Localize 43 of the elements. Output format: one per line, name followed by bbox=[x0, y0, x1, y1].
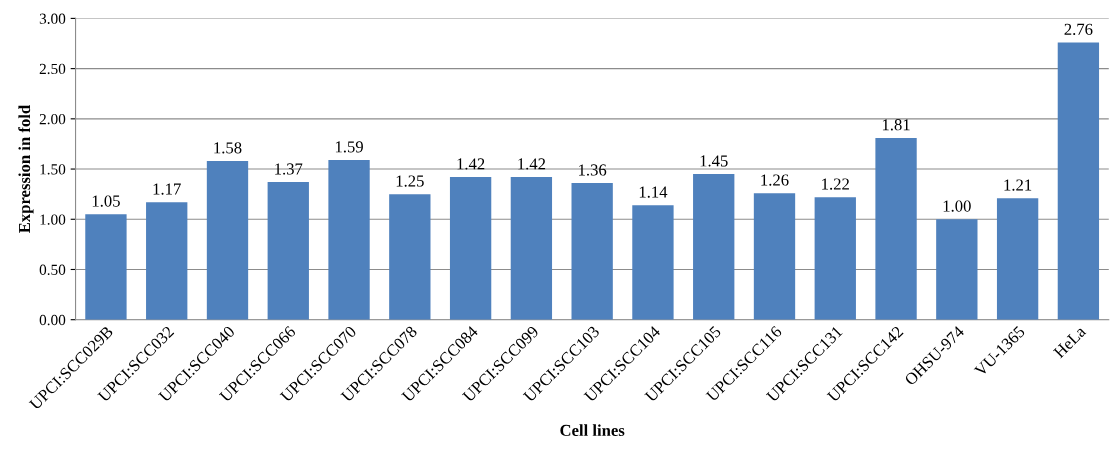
data-label: 1.22 bbox=[822, 178, 849, 190]
data-label: 1.21 bbox=[1004, 179, 1032, 191]
bar bbox=[996, 198, 1039, 320]
y-tick-label: 0.50 bbox=[39, 264, 66, 275]
y-tick-label: 0.00 bbox=[39, 314, 66, 326]
y-tick-label: 2.00 bbox=[39, 113, 66, 125]
bar bbox=[1057, 42, 1100, 320]
bar bbox=[389, 194, 431, 320]
data-label: 1.58 bbox=[214, 142, 242, 154]
bar bbox=[146, 202, 188, 320]
bar bbox=[449, 177, 492, 320]
data-label: 1.36 bbox=[579, 164, 607, 176]
bar bbox=[693, 174, 735, 320]
data-label: 2.76 bbox=[1064, 23, 1093, 36]
data-label: 1.42 bbox=[518, 158, 546, 170]
bar bbox=[510, 177, 553, 320]
data-label: 1.00 bbox=[943, 200, 971, 212]
bar bbox=[267, 182, 309, 320]
bar bbox=[328, 160, 370, 320]
bar bbox=[571, 183, 613, 320]
bar bbox=[875, 137, 917, 320]
data-label: 1.59 bbox=[335, 141, 363, 153]
data-label: 1.37 bbox=[275, 163, 303, 175]
y-tick-label: 3.00 bbox=[39, 13, 66, 24]
bar bbox=[632, 205, 674, 320]
y-tick-label: 1.50 bbox=[40, 164, 66, 175]
data-label: 1.45 bbox=[700, 155, 728, 167]
data-label: 1.05 bbox=[92, 195, 120, 207]
bar bbox=[85, 214, 127, 320]
data-label: 1.17 bbox=[153, 183, 181, 195]
data-label: 1.14 bbox=[639, 186, 668, 198]
bar bbox=[814, 197, 856, 320]
bar bbox=[206, 161, 249, 320]
bar bbox=[936, 219, 978, 320]
y-tick-label: 1.00 bbox=[40, 214, 66, 225]
x-axis-title: Cell lines bbox=[560, 424, 625, 437]
data-label: 1.42 bbox=[457, 158, 485, 170]
y-axis-title: Expression in fold bbox=[18, 105, 34, 233]
y-tick-label: 2.50 bbox=[39, 63, 66, 75]
bar bbox=[753, 193, 796, 320]
data-label: 1.25 bbox=[396, 175, 424, 187]
data-label: 1.81 bbox=[882, 119, 910, 131]
data-label: 1.26 bbox=[761, 174, 789, 186]
